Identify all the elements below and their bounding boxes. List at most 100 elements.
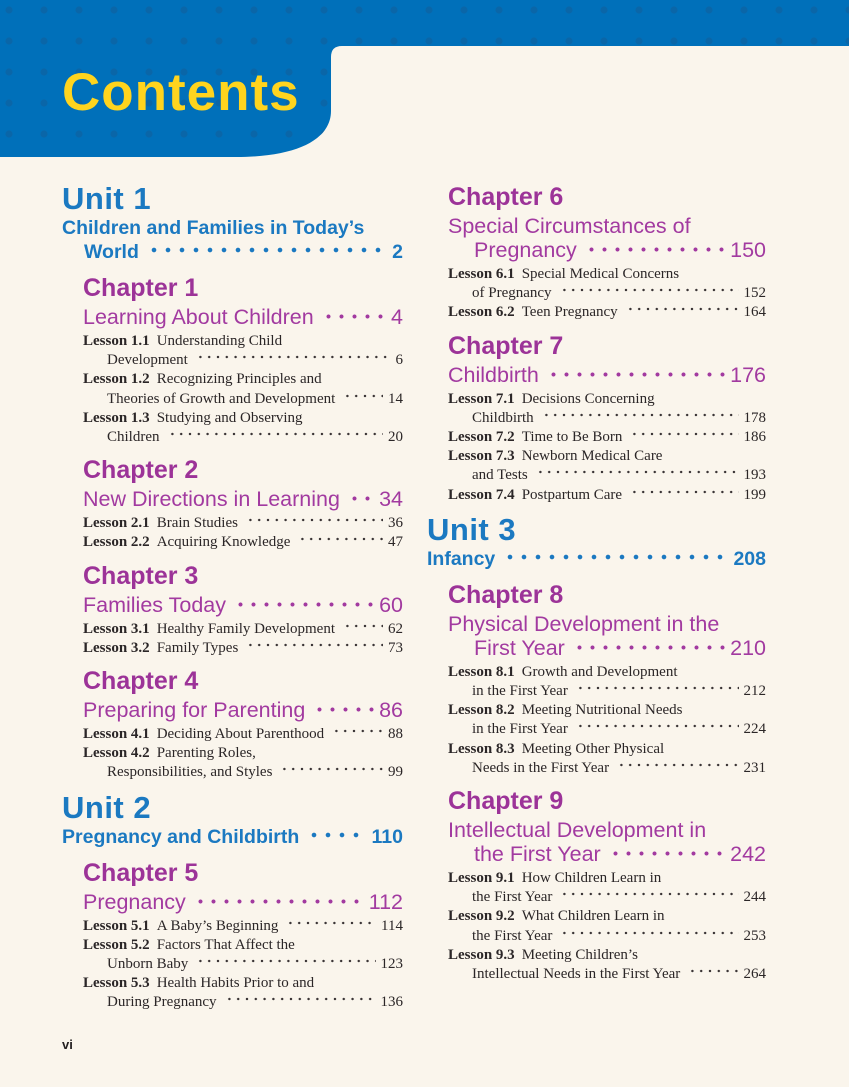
lesson-entry-line: Lesson 9.2 What Children Learn in: [448, 907, 766, 926]
dot-leader: [606, 848, 726, 862]
dot-leader: [144, 244, 388, 258]
lesson-label: Lesson 8.3: [448, 740, 515, 757]
entry-text: Lesson 6.2 Teen Pregnancy: [448, 304, 618, 321]
dot-leader: [284, 919, 377, 930]
lesson-entry-line: Childbirth 178: [448, 409, 766, 428]
folio-page-number: vi: [62, 1037, 73, 1052]
page-header: Contents: [0, 0, 849, 158]
lesson-label: Lesson 9.3: [448, 946, 515, 963]
dot-leader: [628, 488, 739, 499]
page-number: 224: [743, 721, 767, 738]
lesson-entry-line: the First Year 253: [448, 927, 766, 946]
page-number: 114: [381, 917, 403, 934]
lesson-entry-line: Responsibilities, and Styles 99: [83, 763, 403, 782]
lesson-entry-line: Lesson 5.1 A Baby’s Beginning 114: [83, 917, 403, 936]
unit-section: Unit 2 Pregnancy and Childbirth 110: [62, 790, 403, 849]
lesson-entry-line: Lesson 4.2 Parenting Roles,: [83, 744, 403, 763]
page-number: 150: [730, 238, 766, 262]
lesson-label: Lesson 2.2: [83, 534, 150, 551]
page-number: 244: [743, 889, 767, 906]
page-number: 152: [743, 285, 767, 302]
chapter-heading: Chapter 5: [83, 858, 199, 887]
page-number: 47: [388, 534, 403, 551]
page-number: 193: [743, 467, 767, 484]
lesson-label: Lesson 9.2: [448, 908, 515, 925]
lesson-label: Lesson 2.1: [83, 515, 150, 532]
lesson-entry-line: Intellectual Needs in the First Year 264: [448, 965, 766, 984]
lesson-label: Lesson 5.3: [83, 975, 150, 992]
entry-text: Lesson 6.1 Special Medical Concerns: [448, 266, 680, 282]
chapter-heading: Chapter 2: [83, 456, 199, 485]
page-number: 242: [730, 842, 766, 867]
entry-text: Lesson 7.3 Newborn Medical Care: [448, 448, 663, 465]
entry-text: During Pregnancy: [107, 994, 217, 1011]
lesson-entry-line: Lesson 4.1 Deciding About Parenthood 88: [83, 725, 403, 744]
chap-entry-line: Preparing for Parenting 86: [83, 698, 403, 722]
page-number: 62: [388, 620, 403, 637]
lesson-entry-line: of Pregnancy 152: [448, 284, 766, 303]
lesson-entry-line: Lesson 1.2 Recognizing Principles and: [83, 370, 403, 389]
dot-leader: [243, 517, 383, 528]
entry-text: World: [84, 241, 139, 263]
lesson-label: Lesson 1.1: [83, 333, 150, 349]
page-number: 136: [380, 994, 404, 1011]
page-number: 178: [743, 409, 767, 426]
page-title: Contents: [62, 63, 300, 122]
entry-text: Unborn Baby: [107, 956, 189, 973]
unit-section: Unit 3 Infancy 208: [427, 512, 766, 571]
lesson-entry-line: Needs in the First Year 231: [448, 759, 766, 778]
page-number: 164: [743, 304, 767, 321]
entry-text: Lesson 9.3 Meeting Children’s: [448, 946, 638, 963]
page-number: 186: [743, 429, 767, 446]
unit-entry-line: Pregnancy and Childbirth 110: [62, 825, 403, 849]
dot-leader: [686, 968, 739, 979]
page-number: 73: [388, 639, 403, 656]
chapter-heading: Chapter 3: [83, 561, 199, 590]
chapter-heading: Chapter 4: [83, 667, 199, 696]
chapter-heading: Chapter 8: [448, 580, 564, 609]
dot-leader: [573, 685, 739, 696]
chap-entry-line: Intellectual Development in: [448, 818, 766, 842]
page-number: 36: [388, 515, 403, 532]
lesson-entry-line: Lesson 7.1 Decisions Concerning: [448, 390, 766, 409]
page-number: 253: [743, 927, 767, 944]
page-number: 86: [379, 698, 403, 723]
page-number: 176: [730, 362, 766, 387]
dot-leader: [501, 550, 729, 565]
lesson-label: Lesson 7.2: [448, 429, 515, 446]
entry-text: Lesson 5.3 Health Habits Prior to and: [83, 975, 315, 992]
unit-section: Unit 1 Children and Families in Today’s Wo…: [62, 182, 403, 264]
entry-text: Learning About Children: [83, 305, 314, 329]
entry-text: Lesson 3.1 Healthy Family Development: [83, 620, 335, 637]
lesson-entry-line: Lesson 8.3 Meeting Other Physical: [448, 740, 766, 759]
lesson-entry-line: Lesson 1.1 Understanding Child: [83, 332, 403, 351]
dot-leader: [191, 895, 364, 909]
entry-text: Lesson 4.2 Parenting Roles,: [83, 745, 256, 762]
entry-text: Preparing for Parenting: [83, 698, 306, 723]
lesson-list: Lesson 8.1 Growth and Development in the F…: [448, 663, 766, 778]
entry-text: Lesson 2.1 Brain Studies: [83, 515, 238, 532]
chapter-heading: Chapter 9: [448, 787, 564, 816]
chap-entry-line: First Year 210: [448, 636, 766, 660]
dot-leader: [296, 536, 383, 547]
entry-text: Lesson 1.3 Studying and Observing: [83, 409, 303, 426]
page-number: 88: [388, 726, 403, 743]
page-number: 20: [388, 429, 403, 446]
dot-leader: [330, 728, 383, 739]
dot-leader: [311, 704, 375, 718]
chap-entry-line: Childbirth 176: [448, 363, 766, 387]
chapter-section: Chapter 9 Intellectual Development in the …: [427, 786, 766, 984]
entry-text: in the First Year: [472, 683, 568, 700]
dot-leader: [305, 828, 367, 843]
entry-text: Lesson 9.1 How Children Learn in: [448, 870, 662, 887]
entry-text: Physical Development in the: [448, 611, 720, 636]
page-number: 112: [368, 889, 403, 914]
dot-leader: [570, 641, 726, 655]
chap-entry-line: the First Year 242: [448, 842, 766, 866]
entry-text: Responsibilities, and Styles: [107, 764, 273, 781]
entry-text: Families Today: [83, 592, 226, 617]
lesson-label: Lesson 5.1: [83, 917, 150, 934]
page-number: 14: [388, 390, 403, 407]
chap-entry-line: Learning About Children 4: [83, 305, 403, 329]
entry-text: Needs in the First Year: [472, 759, 610, 776]
